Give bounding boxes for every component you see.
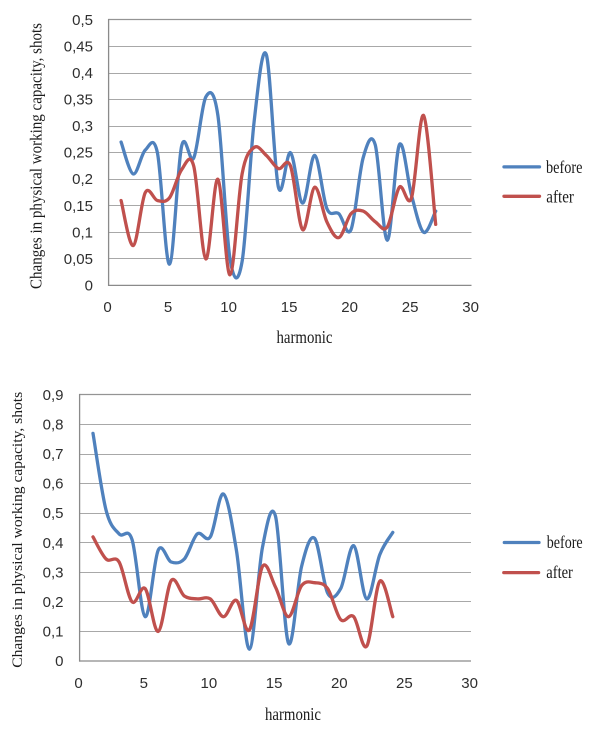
svg-text:0,5: 0,5: [43, 505, 64, 522]
svg-text:5: 5: [164, 299, 172, 316]
svg-text:25: 25: [402, 299, 419, 316]
svg-text:15: 15: [266, 675, 283, 692]
svg-text:0,5: 0,5: [72, 12, 93, 29]
svg-text:30: 30: [461, 675, 478, 692]
svg-text:5: 5: [140, 675, 148, 692]
svg-text:0,4: 0,4: [72, 65, 93, 82]
svg-text:0,1: 0,1: [72, 224, 93, 241]
svg-text:after: after: [546, 562, 573, 582]
svg-text:20: 20: [341, 299, 358, 316]
svg-text:0,7: 0,7: [43, 446, 64, 463]
svg-text:0,4: 0,4: [43, 535, 64, 552]
svg-text:0,3: 0,3: [43, 564, 64, 581]
svg-text:25: 25: [396, 675, 413, 692]
svg-text:0,25: 0,25: [64, 145, 93, 162]
svg-text:10: 10: [220, 299, 237, 316]
svg-text:0,9: 0,9: [43, 387, 64, 404]
svg-text:0,6: 0,6: [43, 476, 64, 493]
svg-text:after: after: [546, 186, 574, 206]
svg-text:20: 20: [331, 675, 348, 692]
svg-text:0,8: 0,8: [43, 417, 64, 434]
svg-text:0,15: 0,15: [64, 198, 93, 215]
svg-text:0: 0: [85, 277, 93, 294]
svg-text:harmonic: harmonic: [265, 704, 321, 724]
svg-text:15: 15: [281, 299, 298, 316]
svg-text:0,45: 0,45: [64, 39, 93, 56]
svg-text:before: before: [546, 157, 582, 177]
svg-text:0,2: 0,2: [72, 171, 93, 188]
svg-text:0,05: 0,05: [64, 251, 93, 268]
svg-text:Changes in physical working ca: Changes in physical working capacity, sh…: [27, 23, 46, 289]
svg-text:10: 10: [201, 675, 218, 692]
svg-text:before: before: [547, 532, 583, 552]
svg-text:0,1: 0,1: [43, 623, 64, 640]
svg-text:0,3: 0,3: [72, 118, 93, 135]
svg-text:30: 30: [462, 299, 479, 316]
svg-text:0,35: 0,35: [64, 92, 93, 109]
svg-text:Changes in physical working ca: Changes in physical working capacity, sh…: [10, 392, 26, 668]
svg-text:0: 0: [74, 675, 82, 692]
svg-text:0,2: 0,2: [43, 594, 64, 611]
svg-text:harmonic: harmonic: [277, 327, 333, 347]
svg-text:0: 0: [103, 299, 111, 316]
svg-text:0: 0: [55, 653, 63, 670]
